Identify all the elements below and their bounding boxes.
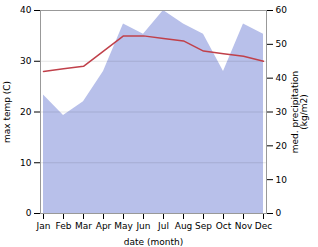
svg-text:med. precipitation(kg/m2): med. precipitation(kg/m2)	[290, 71, 309, 153]
svg-text:60: 60	[276, 5, 288, 15]
svg-text:Mar: Mar	[75, 221, 92, 231]
svg-text:20: 20	[276, 141, 288, 151]
svg-text:Jul: Jul	[157, 221, 169, 231]
svg-text:10: 10	[276, 175, 288, 185]
svg-text:May: May	[114, 221, 133, 231]
svg-text:Aug: Aug	[175, 221, 193, 231]
svg-text:Nov: Nov	[235, 221, 253, 231]
svg-text:10: 10	[20, 158, 32, 168]
svg-text:0: 0	[276, 208, 282, 218]
svg-text:40: 40	[276, 73, 288, 83]
svg-text:Sep: Sep	[195, 221, 212, 231]
svg-text:30: 30	[20, 56, 32, 66]
svg-text:30: 30	[276, 107, 288, 117]
svg-text:Jun: Jun	[135, 221, 150, 231]
svg-text:max temp (C): max temp (C)	[2, 81, 12, 143]
svg-text:Jan: Jan	[36, 221, 51, 231]
svg-text:0: 0	[26, 208, 32, 218]
svg-text:50: 50	[276, 39, 288, 49]
svg-text:20: 20	[20, 107, 32, 117]
svg-text:date (month): date (month)	[124, 237, 183, 247]
svg-text:Feb: Feb	[56, 221, 72, 231]
svg-text:Apr: Apr	[96, 221, 112, 231]
svg-text:Oct: Oct	[216, 221, 232, 231]
svg-text:40: 40	[20, 5, 32, 15]
svg-text:Dec: Dec	[255, 221, 272, 231]
